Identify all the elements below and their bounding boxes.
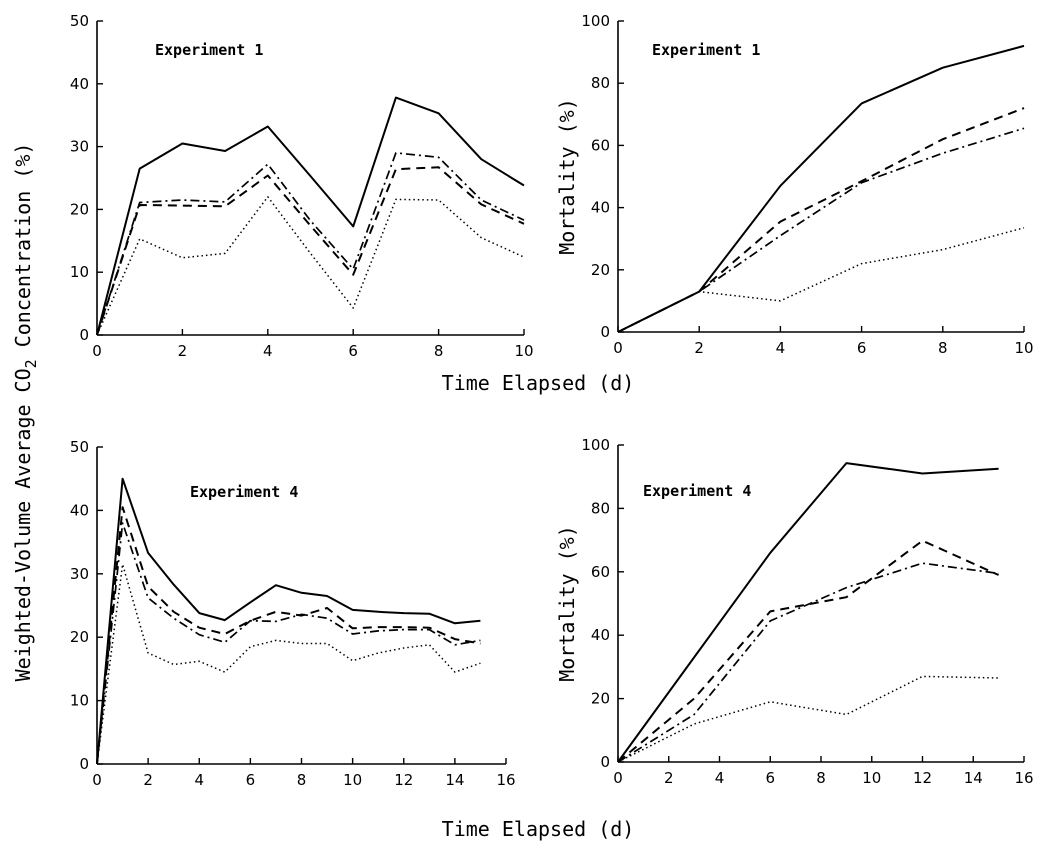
y-tick-label: 10 <box>70 692 89 710</box>
y-tick-label: 20 <box>70 628 89 646</box>
x-tick-label: 0 <box>613 769 623 787</box>
series-line-solid <box>96 477 481 765</box>
panel-title: Experiment 4 <box>643 482 751 500</box>
y-tick-label: 20 <box>591 261 610 279</box>
series-line-dashdot <box>96 522 481 765</box>
x-tick-label: 0 <box>92 771 102 789</box>
y-tick-label: 0 <box>600 753 610 771</box>
y-axis-label: Mortality (%) <box>555 525 579 682</box>
y-tick-label: 20 <box>591 690 610 708</box>
y-tick-label: 80 <box>591 74 610 92</box>
series-line-dotted <box>96 563 481 765</box>
x-tick-label: 2 <box>143 771 153 789</box>
series-line-dashdot <box>617 127 1025 333</box>
x-tick-label: 0 <box>92 342 102 360</box>
y-tick-label: 30 <box>70 565 89 583</box>
panel-title: Experiment 4 <box>190 483 298 501</box>
series-line-dotted <box>617 675 999 763</box>
x-tick-label: 6 <box>348 342 358 360</box>
shared-y-axis-label: Weighted-Volume Average CO2 Concentratio… <box>11 143 40 682</box>
y-tick-label: 20 <box>70 200 89 218</box>
x-tick-label: 12 <box>394 771 413 789</box>
x-tick-label: 6 <box>765 769 775 787</box>
x-tick-label: 10 <box>862 769 881 787</box>
y-tick-label: 40 <box>591 199 610 217</box>
y-tick-label: 100 <box>581 12 610 30</box>
y-tick-label: 50 <box>70 438 89 456</box>
y-tick-label: 30 <box>70 138 89 156</box>
x-tick-label: 12 <box>913 769 932 787</box>
x-tick-label: 6 <box>857 339 867 357</box>
x-tick-label: 8 <box>297 771 307 789</box>
y-label-subscript: 2 <box>22 359 40 368</box>
y-tick-label: 60 <box>591 563 610 581</box>
x-tick-label: 8 <box>434 342 444 360</box>
y-axis-label: Mortality (%) <box>555 98 579 255</box>
series-line-solid <box>617 44 1025 333</box>
x-tick-label: 4 <box>776 339 786 357</box>
chart-panel-3: 0 2 4 6 8 10 12 14 16 0 10 20 30 40 50 Experiment 4 <box>70 438 516 789</box>
y-tick-label: 40 <box>591 626 610 644</box>
x-tick-label: 10 <box>343 771 362 789</box>
series-line-dashed <box>617 107 1025 333</box>
y-tick-label: 10 <box>70 263 89 281</box>
x-tick-label: 16 <box>496 771 515 789</box>
x-tick-label: 4 <box>194 771 204 789</box>
x-tick-label: 8 <box>938 339 948 357</box>
series-line-solid <box>96 96 525 336</box>
x-tick-label: 14 <box>964 769 983 787</box>
y-tick-label: 100 <box>581 436 610 454</box>
x-tick-label: 2 <box>694 339 704 357</box>
y-tick-label: 50 <box>70 12 89 30</box>
x-tick-label: 10 <box>514 342 533 360</box>
y-tick-label: 0 <box>79 326 89 344</box>
x-tick-label: 10 <box>1014 339 1033 357</box>
series-line-dotted <box>96 196 525 336</box>
x-tick-label: 16 <box>1014 769 1033 787</box>
x-tick-label: 4 <box>715 769 725 787</box>
series-line-dashed <box>96 166 525 336</box>
shared-x-axis-label-bottom: Time Elapsed (d) <box>442 817 635 841</box>
y-label-part-2: Concentration (%) <box>11 143 35 360</box>
chart-panel-4: 0 2 4 6 8 10 12 14 16 0 20 40 60 80 100 Experiment 4 Mor… <box>555 436 1034 787</box>
chart-panel-1: 0 2 4 6 8 10 0 10 20 30 40 50 Experiment 1 <box>70 12 534 360</box>
x-tick-label: 14 <box>445 771 464 789</box>
panel-title: Experiment 1 <box>652 41 760 59</box>
y-label-part-1: Weighted-Volume Average CO <box>11 368 35 681</box>
x-tick-label: 2 <box>178 342 188 360</box>
series-line-dashed <box>617 539 1000 763</box>
y-tick-label: 60 <box>591 136 610 154</box>
series-line-dashdot <box>96 152 525 336</box>
panel-title: Experiment 1 <box>155 41 263 59</box>
y-tick-label: 40 <box>70 75 89 93</box>
series-line-dashdot <box>617 562 999 763</box>
y-tick-label: 0 <box>79 755 89 773</box>
x-tick-label: 2 <box>664 769 674 787</box>
y-tick-label: 40 <box>70 501 89 519</box>
x-tick-label: 0 <box>613 339 623 357</box>
series-line-solid <box>617 462 999 763</box>
y-tick-label: 0 <box>600 323 610 341</box>
y-tick-label: 80 <box>591 499 610 517</box>
series-line-dashed <box>96 506 481 765</box>
series-line-dotted <box>617 227 1025 333</box>
x-tick-label: 8 <box>816 769 826 787</box>
x-tick-label: 6 <box>246 771 256 789</box>
shared-x-axis-label-top: Time Elapsed (d) <box>442 371 635 395</box>
x-tick-label: 4 <box>263 342 273 360</box>
